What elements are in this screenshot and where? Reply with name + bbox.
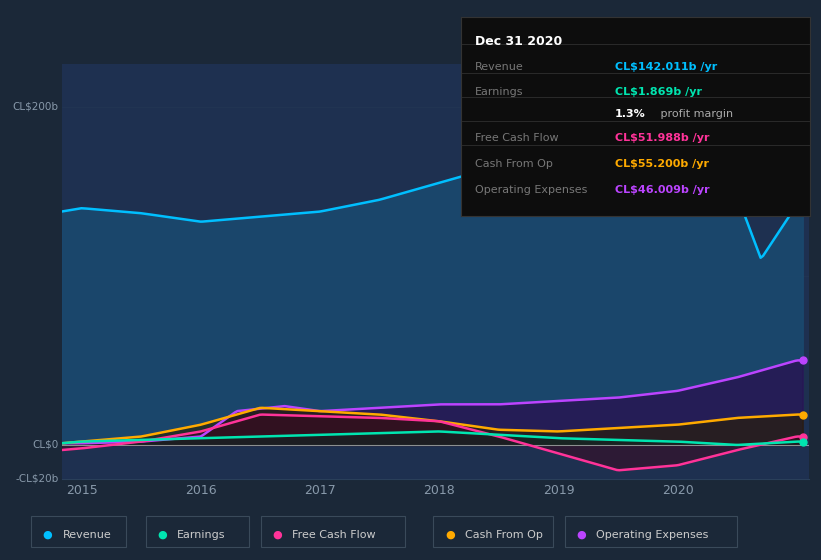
- Text: Revenue: Revenue: [475, 62, 524, 72]
- Text: CL$55.200b /yr: CL$55.200b /yr: [615, 159, 709, 169]
- Text: 1.3%: 1.3%: [615, 109, 645, 119]
- Text: Operating Expenses: Operating Expenses: [475, 185, 588, 195]
- Text: profit margin: profit margin: [657, 109, 733, 119]
- Text: Dec 31 2020: Dec 31 2020: [475, 35, 562, 48]
- Text: ●: ●: [158, 530, 167, 540]
- Text: Free Cash Flow: Free Cash Flow: [475, 133, 559, 143]
- Text: CL$1.869b /yr: CL$1.869b /yr: [615, 87, 702, 97]
- Text: ●: ●: [43, 530, 53, 540]
- Text: Cash From Op: Cash From Op: [465, 530, 543, 540]
- Text: CL$142.011b /yr: CL$142.011b /yr: [615, 62, 718, 72]
- Text: ●: ●: [445, 530, 455, 540]
- Text: Revenue: Revenue: [62, 530, 111, 540]
- Text: -CL$20b: -CL$20b: [16, 474, 58, 484]
- Text: CL$46.009b /yr: CL$46.009b /yr: [615, 185, 709, 195]
- Text: ●: ●: [273, 530, 282, 540]
- Text: CL$51.988b /yr: CL$51.988b /yr: [615, 133, 709, 143]
- Text: Earnings: Earnings: [475, 87, 524, 97]
- Text: CL$0: CL$0: [32, 440, 58, 450]
- Text: CL$200b: CL$200b: [12, 102, 58, 111]
- Text: Earnings: Earnings: [177, 530, 226, 540]
- Text: Free Cash Flow: Free Cash Flow: [292, 530, 376, 540]
- Text: Operating Expenses: Operating Expenses: [596, 530, 709, 540]
- Text: Cash From Op: Cash From Op: [475, 159, 553, 169]
- Text: ●: ●: [576, 530, 586, 540]
